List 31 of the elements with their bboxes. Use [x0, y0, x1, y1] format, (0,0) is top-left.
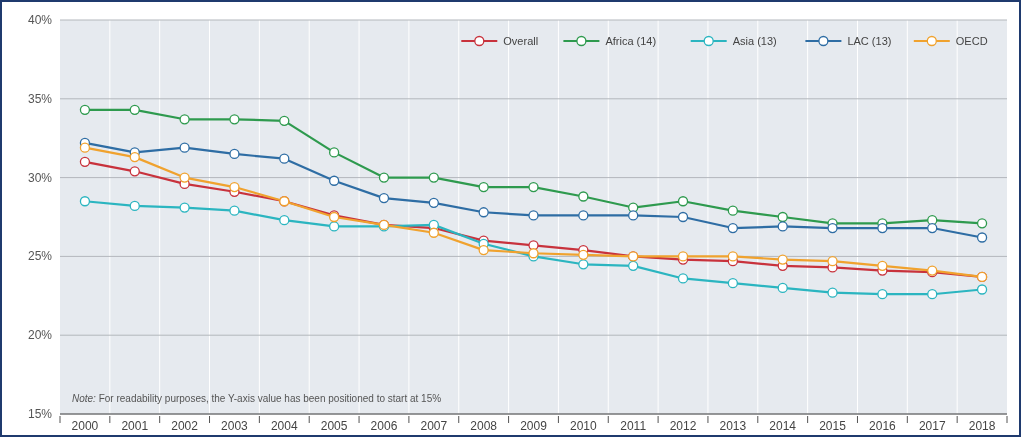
x-tick-label: 2006: [370, 419, 398, 433]
x-tick-label: 2010: [569, 419, 598, 433]
y-tick-label: 35%: [27, 91, 53, 106]
x-tick-label: 2003: [221, 419, 249, 433]
x-tick-label: 2002: [171, 419, 199, 433]
x-tick-label: 2012: [669, 419, 697, 433]
x-tick-label: 2007: [420, 419, 448, 433]
x-tick-label: 2013: [719, 419, 747, 433]
y-tick-label: 20%: [27, 328, 53, 343]
x-tick-label: 2008: [470, 419, 498, 433]
x-tick-label: 2001: [121, 419, 149, 433]
legend-label: Africa (14): [605, 35, 657, 47]
x-tick-label: 2011: [620, 419, 647, 433]
x-tick-label: 2018: [968, 419, 996, 433]
x-tick-label: 2015: [819, 419, 847, 433]
x-tick-label: 2005: [320, 419, 348, 433]
x-tick-label: 2017: [918, 419, 946, 433]
x-tick-label: 2016: [869, 419, 897, 433]
y-tick-label: 25%: [27, 249, 53, 264]
y-tick-label: 15%: [27, 407, 53, 421]
y-tick-label: 40%: [27, 13, 53, 27]
legend-label: OECD: [955, 35, 988, 47]
x-tick-label: 2009: [520, 419, 548, 433]
x-tick-label: 2004: [270, 419, 298, 433]
legend-label: LAC (13): [847, 35, 892, 47]
x-tick-label: 2014: [769, 419, 797, 433]
y-tick-label: 30%: [27, 170, 53, 185]
legend-label: Asia (13): [732, 35, 777, 47]
annotation: Note: For readability purposes, the Y-axis value has been positioned to start at 15%: [72, 393, 442, 404]
x-tick-label: 2000: [71, 419, 99, 433]
legend-label: Overall: [503, 35, 539, 47]
